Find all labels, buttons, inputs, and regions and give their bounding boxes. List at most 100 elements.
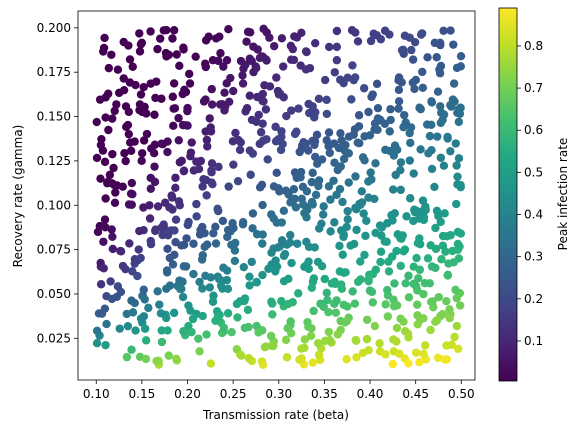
scatter-point bbox=[145, 214, 155, 223]
scatter-point bbox=[281, 335, 291, 345]
scatter-point bbox=[325, 335, 334, 345]
scatter-point bbox=[184, 217, 193, 227]
scatter-point bbox=[436, 102, 445, 111]
scatter-point bbox=[118, 261, 128, 271]
scatter-point bbox=[289, 55, 299, 65]
scatter-point bbox=[302, 260, 311, 270]
scatter-point bbox=[413, 300, 422, 309]
scatter-point bbox=[216, 49, 225, 58]
scatter-point bbox=[272, 168, 281, 178]
scatter-point bbox=[305, 108, 314, 118]
scatter-point bbox=[211, 222, 220, 232]
scatter-point bbox=[283, 324, 292, 333]
scatter-point bbox=[286, 41, 296, 51]
scatter-point bbox=[256, 128, 266, 137]
scatter-point bbox=[146, 184, 156, 193]
scatter-point bbox=[292, 127, 301, 136]
scatter-point bbox=[339, 300, 348, 310]
scatter-point bbox=[409, 169, 418, 178]
scatter-point bbox=[169, 26, 179, 35]
scatter-point bbox=[435, 69, 445, 78]
scatter-point bbox=[376, 257, 385, 267]
scatter-point bbox=[406, 123, 416, 132]
scatter-point bbox=[453, 344, 463, 354]
scatter-point bbox=[406, 138, 415, 148]
x-axis-ticks: 0.10 0.15 0.20 0.25 0.30 0.35 0.40 0.45 0.50 bbox=[83, 380, 475, 401]
scatter-point bbox=[396, 261, 405, 271]
y-tick-label: 0.075 bbox=[37, 243, 71, 257]
scatter-point bbox=[101, 113, 110, 122]
scatter-point bbox=[344, 149, 353, 158]
scatter-point bbox=[446, 26, 455, 35]
scatter-point bbox=[309, 306, 318, 316]
scatter-point bbox=[360, 156, 369, 165]
scatter-point bbox=[248, 224, 257, 233]
colorbar-tick-label: 0.7 bbox=[524, 81, 543, 95]
scatter-point bbox=[227, 240, 236, 249]
scatter-point bbox=[144, 303, 153, 313]
scatter-point bbox=[201, 175, 211, 185]
scatter-point bbox=[234, 135, 243, 145]
scatter-point bbox=[208, 297, 218, 306]
scatter-point bbox=[178, 292, 188, 302]
scatter-point bbox=[134, 245, 143, 254]
scatter-point bbox=[453, 172, 462, 181]
scatter-point bbox=[400, 245, 410, 254]
scatter-point bbox=[201, 59, 210, 68]
scatter-point bbox=[396, 314, 405, 323]
scatter-point bbox=[267, 248, 276, 257]
scatter-point bbox=[324, 128, 334, 137]
scatter-point bbox=[371, 265, 381, 274]
scatter-point bbox=[427, 164, 437, 174]
scatter-point bbox=[446, 147, 455, 156]
scatter-point bbox=[131, 326, 140, 335]
scatter-point bbox=[320, 75, 330, 85]
scatter-point bbox=[255, 183, 265, 192]
scatter-point bbox=[445, 313, 454, 323]
scatter-point bbox=[372, 31, 382, 40]
scatter-point bbox=[351, 172, 360, 181]
scatter-point bbox=[376, 115, 385, 125]
scatter-point bbox=[307, 283, 317, 292]
scatter-point bbox=[396, 185, 405, 195]
scatter-point bbox=[92, 153, 102, 163]
x-tick-label: 0.30 bbox=[265, 387, 292, 401]
scatter-point bbox=[322, 109, 332, 119]
scatter-point bbox=[174, 136, 183, 145]
scatter-point bbox=[286, 230, 295, 240]
scatter-point bbox=[119, 74, 128, 83]
scatter-point bbox=[433, 87, 443, 96]
scatter-point bbox=[206, 359, 216, 368]
scatter-point bbox=[92, 326, 102, 336]
scatter-point bbox=[383, 219, 392, 228]
colorbar-frame bbox=[498, 7, 518, 382]
scatter-point bbox=[435, 38, 445, 48]
scatter-point bbox=[244, 353, 253, 363]
scatter-point bbox=[449, 40, 458, 49]
scatter-point bbox=[167, 193, 177, 202]
scatter-point bbox=[171, 173, 180, 182]
scatter-point bbox=[162, 284, 171, 293]
scatter-point bbox=[267, 297, 276, 306]
scatter-point bbox=[373, 125, 382, 135]
scatter-point bbox=[416, 104, 425, 114]
scatter-point bbox=[352, 336, 361, 345]
scatter-point bbox=[252, 230, 262, 239]
y-tick-label: 0.150 bbox=[37, 110, 71, 124]
scatter-point bbox=[437, 108, 446, 117]
scatter-point bbox=[224, 182, 233, 191]
scatter-point bbox=[224, 25, 233, 34]
x-axis-label: Transmission rate (beta) bbox=[202, 408, 349, 422]
scatter-point bbox=[189, 239, 198, 248]
scatter-point bbox=[235, 297, 245, 306]
scatter-point bbox=[359, 209, 368, 218]
scatter-point bbox=[176, 284, 185, 294]
scatter-point bbox=[451, 285, 460, 295]
scatter-point bbox=[294, 104, 303, 113]
scatter-point bbox=[131, 80, 140, 90]
scatter-point bbox=[314, 94, 324, 104]
scatter-point bbox=[303, 317, 312, 327]
scatter-point bbox=[359, 84, 369, 93]
